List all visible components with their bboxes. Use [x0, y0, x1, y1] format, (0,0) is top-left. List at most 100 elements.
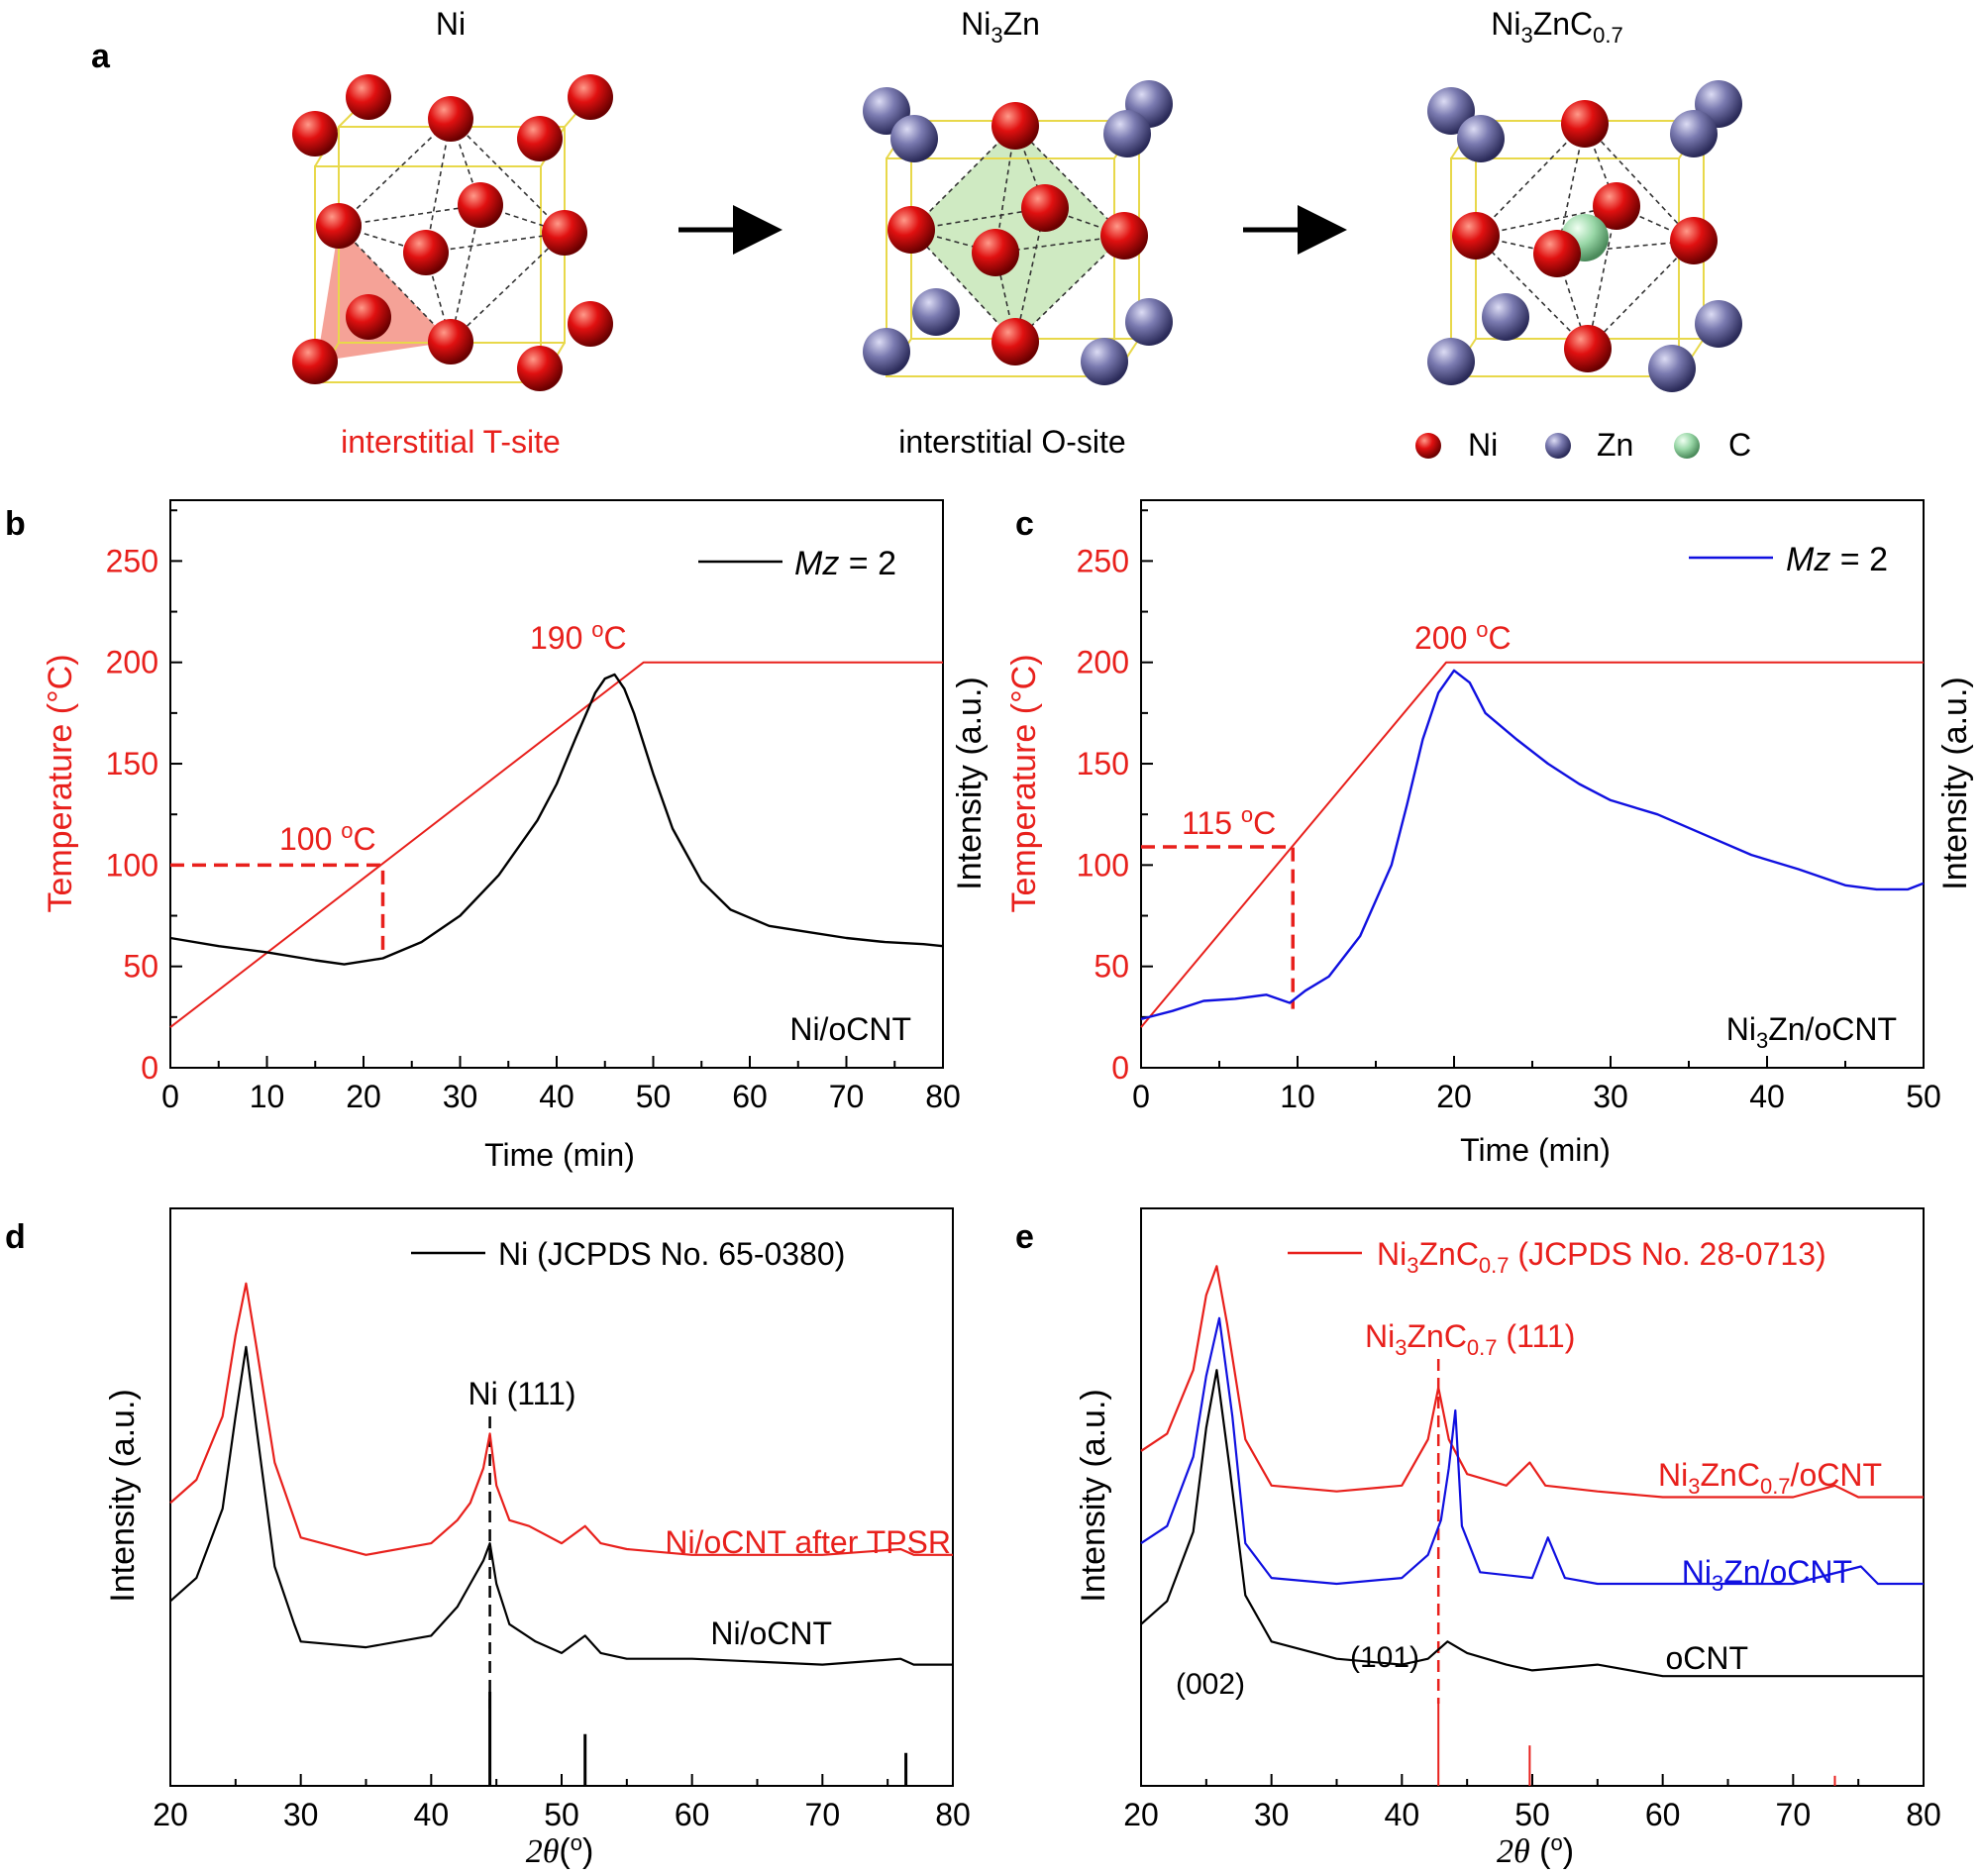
x-tick-label: 40 — [1749, 1079, 1785, 1114]
x-axis-ticks: 20 30 40 50 60 70 80 — [1123, 1774, 1941, 1832]
panel-e-chart: e 20 30 40 50 60 70 80 2θ (o) Intensity (a.u.)… — [1015, 1207, 1941, 1870]
x-tick-label: 80 — [1906, 1797, 1941, 1832]
panel-letter-d: d — [5, 1218, 26, 1256]
panel-a: a Ni Ni3Zn Ni3ZnC0.7 — [91, 6, 1751, 463]
sample-label: Ni3Zn/oCNT — [1726, 1011, 1897, 1053]
x-axis-label: Time (min) — [484, 1137, 635, 1173]
ni3zn-unit-cell — [863, 80, 1173, 385]
x-tick-label: 20 — [346, 1079, 381, 1114]
ni-unit-cell — [292, 74, 613, 391]
x-tick-label: 50 — [1514, 1797, 1550, 1832]
panel-letter-e: e — [1015, 1218, 1034, 1256]
x-tick-label: 60 — [732, 1079, 768, 1114]
xrd-pattern-line — [169, 1345, 953, 1666]
xrd-pattern-line — [1140, 1369, 1924, 1678]
x-tick-label: 0 — [1132, 1079, 1150, 1114]
x-tick-label: 50 — [636, 1079, 672, 1114]
chart-series — [1140, 661, 1925, 1028]
y-tick-label: 250 — [106, 543, 158, 578]
atom-legend: Ni Zn C — [1415, 427, 1751, 463]
x-tick-label: 60 — [1645, 1797, 1681, 1832]
peak-label: Ni (111) — [468, 1376, 575, 1411]
panel-c-chart: c 0 10 20 30 40 50 0 50 100 150 200 250 Time (min)… — [1005, 499, 1974, 1168]
x-axis-ticks: 0 10 20 30 40 50 — [1132, 1056, 1941, 1114]
y-tick-label: 250 — [1077, 543, 1129, 578]
x-tick-label: 20 — [1123, 1797, 1159, 1832]
sample-label: Ni/oCNT — [789, 1011, 911, 1047]
legend-label: Mz = 2 — [794, 545, 896, 582]
y-axis-ticks: 0 50 100 150 200 250 — [106, 509, 182, 1086]
ni-site-caption: interstitial T-site — [341, 424, 561, 460]
series-label-ni3znc07: Ni3ZnC0.7/oCNT — [1658, 1457, 1882, 1499]
x-tick-label: 80 — [925, 1079, 961, 1114]
x-tick-label: 60 — [675, 1797, 710, 1832]
intensity-line — [169, 673, 944, 966]
o-site-octahedron — [911, 126, 1124, 342]
temperature-line — [169, 661, 943, 1028]
x-axis-label: 2θ (o) — [1497, 1830, 1574, 1870]
peak-label: Ni3ZnC0.7 (111) — [1365, 1318, 1575, 1360]
x-axis-ticks: 0 10 20 30 40 50 60 70 80 — [161, 1056, 961, 1114]
legend-label: Ni3ZnC0.7 (JCPDS No. 28-0713) — [1377, 1236, 1826, 1278]
ni-legend-marker — [1415, 433, 1441, 459]
series-label-ocnt: oCNT — [1665, 1640, 1748, 1676]
chart-series — [169, 661, 944, 1028]
xrd-pattern-line — [1140, 1316, 1924, 1586]
panel-letter-a: a — [91, 38, 111, 75]
ni3zn-site-caption: interstitial O-site — [898, 424, 1125, 460]
y-axis-label: Intensity (a.u.) — [1075, 1389, 1112, 1602]
annotation-115c: 115 oC — [1182, 802, 1276, 841]
y-tick-label: 200 — [106, 645, 158, 680]
y-tick-label: 150 — [106, 746, 158, 782]
x-tick-label: 70 — [829, 1079, 865, 1114]
y-axis-left-label: Temperature (°C) — [1005, 654, 1043, 912]
structure-title-ni: Ni — [436, 6, 466, 42]
plot-frame — [1140, 1207, 1925, 1787]
x-tick-label: 20 — [153, 1797, 188, 1832]
x-tick-label: 80 — [935, 1797, 971, 1832]
panel-d-chart: d 20 30 40 50 60 70 80 2θ(o) Intensity (a.u.) … — [5, 1207, 971, 1870]
y-tick-label: 0 — [141, 1050, 158, 1086]
ni-legend-label: Ni — [1468, 427, 1498, 463]
intensity-line — [1140, 669, 1925, 1021]
panel-letter-b: b — [5, 505, 26, 543]
y-axis-label: Intensity (a.u.) — [104, 1389, 142, 1602]
x-tick-label: 20 — [1436, 1079, 1472, 1114]
y-tick-label: 50 — [1094, 949, 1129, 985]
x-axis-label: Time (min) — [1460, 1132, 1611, 1168]
x-tick-label: 70 — [1776, 1797, 1812, 1832]
x-tick-label: 0 — [161, 1079, 179, 1114]
annotation-100c: 100 oC — [279, 818, 376, 857]
xrd-pattern-line — [1140, 1265, 1924, 1499]
y-tick-label: 150 — [1077, 746, 1129, 782]
x-tick-label: 40 — [539, 1079, 574, 1114]
x-tick-label: 30 — [1593, 1079, 1628, 1114]
series-label-ni-after-tpsr: Ni/oCNT after TPSR — [665, 1524, 951, 1560]
y-axis-right-label: Intensity (a.u.) — [951, 677, 989, 889]
c-legend-marker — [1674, 433, 1700, 459]
y-tick-label: 50 — [123, 949, 158, 985]
x-tick-label: 50 — [1906, 1079, 1941, 1114]
legend-label: Mz = 2 — [1786, 541, 1888, 578]
x-tick-label: 40 — [414, 1797, 450, 1832]
legend-label: Ni (JCPDS No. 65-0380) — [498, 1236, 845, 1272]
y-axis-ticks: 0 50 100 150 200 250 — [1077, 509, 1153, 1086]
structure-title-ni3znc07: Ni3ZnC0.7 — [1491, 6, 1623, 48]
c-legend-label: C — [1728, 427, 1751, 463]
x-tick-label: 50 — [544, 1797, 579, 1832]
x-axis-ticks: 20 30 40 50 60 70 80 — [153, 1774, 971, 1832]
panel-b-chart: b 0 10 20 30 40 50 60 70 80 0 50 100 150 200 250 Time… — [5, 499, 989, 1173]
annotation-guide-line — [170, 863, 385, 957]
y-axis-left-label: Temperature (°C) — [42, 654, 79, 912]
ni3znc07-unit-cell — [1427, 80, 1742, 392]
x-tick-label: 10 — [1280, 1079, 1315, 1114]
miller-label-002: (002) — [1176, 1668, 1245, 1701]
x-tick-label: 30 — [1254, 1797, 1290, 1832]
plot-frame — [1140, 499, 1925, 1069]
structure-title-ni3zn: Ni3Zn — [961, 6, 1040, 48]
y-tick-label: 100 — [106, 847, 158, 883]
series-label-ni-ocnt: Ni/oCNT — [710, 1615, 832, 1651]
x-tick-label: 30 — [283, 1797, 319, 1832]
x-axis-label: 2θ(o) — [526, 1830, 594, 1870]
